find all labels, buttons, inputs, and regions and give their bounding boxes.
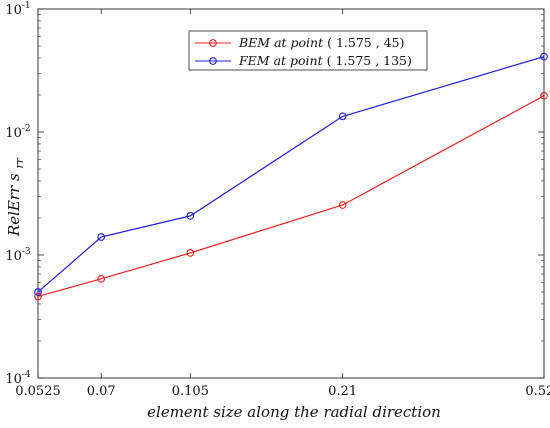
data-point-fem (34, 288, 42, 296)
y-axis-title-subscript: rr (13, 157, 26, 168)
y-tick-label: 10-2 (5, 124, 30, 141)
y-axis-title: RelErr s rr (5, 157, 26, 237)
plot-border (37, 8, 545, 379)
legend-label-bem-italic: BEM at point (238, 35, 324, 50)
x-tick-label: 0.525 (525, 384, 550, 399)
y-tick-label: 10-3 (5, 247, 31, 264)
legend-marker-bem (209, 39, 217, 47)
data-point-bem (186, 249, 195, 257)
legend: BEM at point ( 1.575 , 45) FEM at point … (188, 30, 428, 71)
data-point-bem (97, 274, 106, 283)
x-tick-label: 0.105 (172, 384, 209, 399)
data-point-bem (540, 91, 548, 100)
data-point-fem (97, 233, 106, 241)
x-tick-label: 0.07 (87, 384, 116, 399)
x-tick-label: 0.21 (328, 384, 357, 399)
x-axis-title: element size along the radial direction (147, 403, 441, 421)
legend-label-fem-italic: FEM at point (238, 53, 324, 68)
data-point-bem (338, 201, 347, 209)
data-point-fem (338, 112, 347, 121)
legend-label-bem-rest: ( 1.575 , 45) (323, 35, 404, 50)
y-tick-label: 10-4 (5, 370, 31, 387)
y-axis-title-main: RelErr s (5, 173, 23, 237)
series-line-bem (37, 95, 545, 298)
x-tick-label: 0.0525 (15, 384, 61, 399)
series-line-fem (37, 56, 545, 293)
legend-marker-fem (209, 57, 217, 65)
y-axis-ticks: 10-4 10-3 10-2 10-1 (5, 1, 544, 387)
data-point-fem (540, 52, 548, 61)
x-axis-ticks: 0.0525 0.07 0.105 0.21 0.525 (15, 9, 550, 399)
data-point-bem (34, 292, 42, 301)
legend-label-fem-rest: ( 1.575 , 135) (323, 53, 412, 68)
y-tick-label: 10-1 (5, 1, 30, 18)
legend-entry-bem: BEM at point ( 1.575 , 45) (195, 35, 404, 50)
legend-label-bem: BEM at point ( 1.575 , 45) (238, 35, 404, 50)
plot-frame (37, 8, 545, 379)
data-point-fem (186, 212, 195, 220)
series-layer (34, 52, 548, 301)
legend-label-fem: FEM at point ( 1.575 , 135) (238, 53, 412, 68)
legend-box (188, 30, 428, 71)
legend-entry-fem: FEM at point ( 1.575 , 135) (195, 53, 412, 68)
